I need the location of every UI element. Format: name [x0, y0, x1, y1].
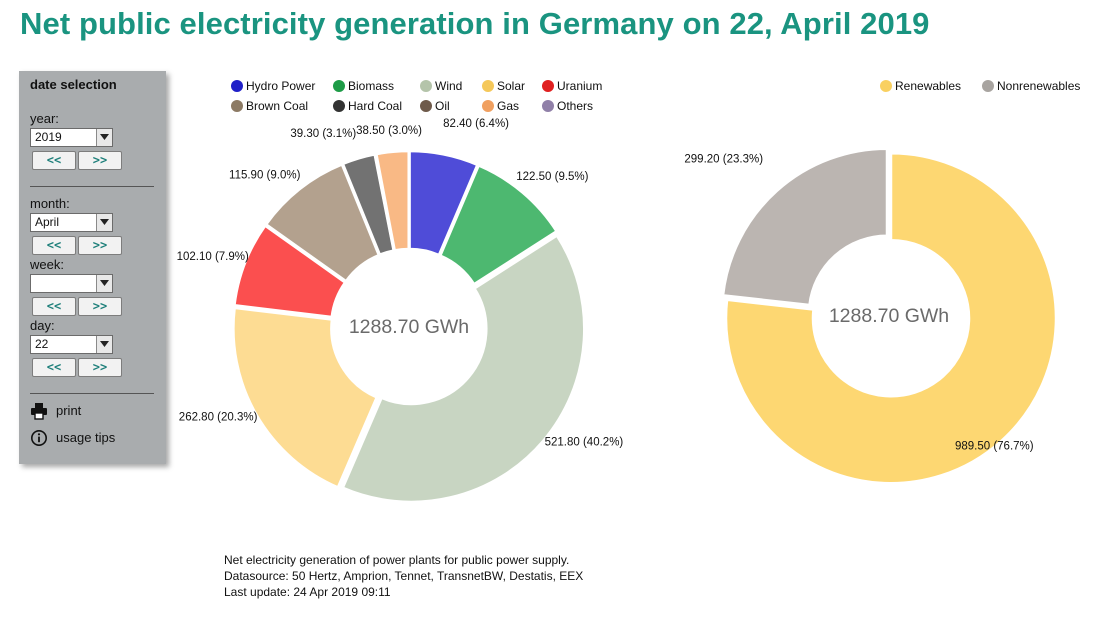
- slice-label: 82.40 (6.4%): [443, 118, 509, 130]
- donut-slice[interactable]: [375, 149, 410, 252]
- divider: [30, 186, 154, 187]
- year-prev-button[interactable]: <<: [32, 151, 76, 170]
- print-label[interactable]: print: [56, 403, 82, 418]
- legend-swatch: [420, 80, 432, 92]
- center-total-label: 1288.70 GWh: [829, 305, 949, 327]
- donut-slice[interactable]: [439, 164, 558, 286]
- donut-chart-energy-sources: 82.40 (6.4%) 122.50 (9.5%) 521.80 (40.2%) 2…: [177, 118, 624, 504]
- chevron-down-icon[interactable]: [96, 129, 112, 146]
- donut-slice[interactable]: [232, 306, 378, 489]
- donut-slice[interactable]: [721, 147, 889, 307]
- year-select-value: 2019: [35, 130, 62, 144]
- footnote-line: Net electricity generation of power plan…: [224, 553, 570, 567]
- center-total-label: 1288.70 GWh: [349, 316, 469, 338]
- legend-swatch: [542, 80, 554, 92]
- month-select-value: April: [35, 215, 60, 229]
- legend-swatch: [982, 80, 994, 92]
- week-next-button[interactable]: >>: [78, 297, 122, 316]
- month-next-button[interactable]: >>: [78, 236, 122, 255]
- usage-tips-label[interactable]: usage tips: [56, 430, 116, 445]
- legend-swatch: [482, 100, 494, 112]
- chevron-down-icon[interactable]: [96, 214, 112, 231]
- slice-label: 122.50 (9.5%): [516, 171, 588, 183]
- day-label: day:: [30, 318, 55, 333]
- legend-label: Oil: [435, 99, 450, 113]
- slice-label: 521.80 (40.2%): [545, 437, 624, 449]
- donut-slice[interactable]: [341, 234, 586, 504]
- week-prev-button[interactable]: <<: [32, 297, 76, 316]
- slice-label: 102.10 (7.9%): [177, 251, 249, 263]
- slice-label: 115.90 (9.0%): [229, 169, 301, 181]
- slice-label: 39.30 (3.1%): [290, 128, 356, 140]
- day-select-value: 22: [35, 337, 49, 351]
- legend-label: Wind: [435, 79, 463, 93]
- slice-label: 262.80 (20.3%): [179, 411, 258, 423]
- legend-label: Renewables: [895, 79, 962, 93]
- legend-swatch: [333, 100, 345, 112]
- chevron-down-icon[interactable]: [96, 336, 112, 353]
- day-prev-button[interactable]: <<: [32, 358, 76, 377]
- date-selection-heading: date selection: [30, 77, 117, 92]
- footnote-line: Datasource: 50 Hertz, Amprion, Tennet, T…: [224, 569, 584, 583]
- month-label: month:: [30, 196, 70, 211]
- donut-slice[interactable]: [408, 149, 479, 257]
- legend-swatch: [880, 80, 892, 92]
- info-icon[interactable]: [30, 429, 48, 447]
- legend-swatch: [420, 100, 432, 112]
- slice-label: 38.50 (3.0%): [356, 125, 422, 137]
- month-select[interactable]: April: [30, 213, 113, 232]
- year-label: year:: [30, 111, 59, 126]
- legend-label: Hard Coal: [348, 99, 403, 113]
- week-select[interactable]: [30, 274, 113, 293]
- week-label: week:: [30, 257, 64, 272]
- day-select[interactable]: 22: [30, 335, 113, 354]
- printer-icon[interactable]: [30, 402, 48, 420]
- donut-chart-renewables: 989.50 (76.7%) 299.20 (23.3%) 1288.70 GWh: [684, 147, 1058, 485]
- year-select[interactable]: 2019: [30, 128, 113, 147]
- legend-swatch: [231, 100, 243, 112]
- footnote: Net electricity generation of power plan…: [224, 552, 583, 600]
- legend-label: Nonrenewables: [997, 79, 1081, 93]
- legend-swatch: [231, 80, 243, 92]
- legend-label: Gas: [497, 99, 520, 113]
- legend-label: Brown Coal: [246, 99, 309, 113]
- month-prev-button[interactable]: <<: [32, 236, 76, 255]
- chevron-down-icon[interactable]: [96, 275, 112, 292]
- divider: [30, 393, 154, 394]
- legend-swatch: [333, 80, 345, 92]
- legend-label: Biomass: [348, 79, 395, 93]
- footnote-line: Last update: 24 Apr 2019 09:11: [224, 585, 391, 599]
- legend-swatch: [542, 100, 554, 112]
- year-next-button[interactable]: >>: [78, 151, 122, 170]
- slice-label: 989.50 (76.7%): [955, 440, 1034, 452]
- legend-label: Uranium: [557, 79, 603, 93]
- day-next-button[interactable]: >>: [78, 358, 122, 377]
- donut-slice[interactable]: [724, 151, 1058, 485]
- legend-label: Others: [557, 99, 594, 113]
- legend-label: Solar: [497, 79, 526, 93]
- legend-label: Hydro Power: [246, 79, 316, 93]
- date-selection-panel: date selection year: 2019 << >> month: A…: [19, 71, 166, 464]
- legend-swatch: [482, 80, 494, 92]
- donut-slice[interactable]: [233, 224, 347, 319]
- slice-label: 299.20 (23.3%): [684, 154, 763, 166]
- page-title: Net public electricity generation in Ger…: [20, 6, 930, 41]
